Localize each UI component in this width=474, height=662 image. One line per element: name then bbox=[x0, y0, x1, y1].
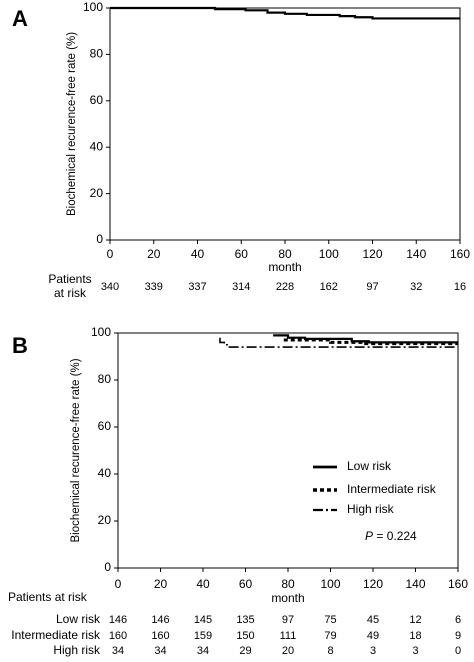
x-tick-label: 160 bbox=[450, 247, 470, 261]
y-tick-label: 80 bbox=[98, 372, 112, 386]
risk-count: 79 bbox=[324, 630, 336, 642]
risk-count: 228 bbox=[276, 281, 294, 293]
risk-table-label: Patients at risk bbox=[8, 590, 88, 604]
x-tick-label: 40 bbox=[196, 577, 210, 591]
x-tick-label: 0 bbox=[107, 247, 114, 261]
panel-label: A bbox=[12, 6, 28, 31]
risk-count: 16 bbox=[454, 281, 466, 293]
x-tick-label: 40 bbox=[191, 247, 205, 261]
x-tick-label: 120 bbox=[362, 247, 382, 261]
x-tick-label: 60 bbox=[235, 247, 249, 261]
risk-count: 3 bbox=[412, 645, 418, 657]
risk-count: 150 bbox=[236, 630, 254, 642]
x-tick-label: 100 bbox=[320, 577, 340, 591]
risk-count: 34 bbox=[197, 645, 209, 657]
risk-count: 162 bbox=[320, 281, 338, 293]
panel-label: B bbox=[12, 333, 28, 358]
y-axis-label: Biochemical recurence-free rate (%) bbox=[70, 358, 82, 542]
y-tick-label: 60 bbox=[98, 419, 112, 433]
survival-curve bbox=[283, 338, 458, 346]
y-axis-label: Biochemical recurence-free rate (%) bbox=[66, 32, 78, 216]
risk-count: 6 bbox=[455, 614, 461, 626]
y-tick-label: 60 bbox=[90, 93, 104, 107]
risk-count: 49 bbox=[367, 630, 379, 642]
y-tick-label: 0 bbox=[104, 560, 111, 574]
risk-count: 29 bbox=[239, 645, 251, 657]
plot-frame bbox=[109, 7, 461, 241]
risk-table-label: Patients bbox=[48, 272, 91, 286]
risk-count: 146 bbox=[109, 614, 127, 626]
risk-table-label: at risk bbox=[54, 286, 87, 300]
x-tick-label: 120 bbox=[363, 577, 383, 591]
risk-count: 145 bbox=[194, 614, 212, 626]
risk-count: 9 bbox=[455, 630, 461, 642]
y-tick-label: 40 bbox=[90, 139, 104, 153]
risk-count: 340 bbox=[101, 281, 119, 293]
risk-count: 45 bbox=[367, 614, 379, 626]
risk-count: 34 bbox=[154, 645, 166, 657]
risk-count: 146 bbox=[151, 614, 169, 626]
risk-count: 75 bbox=[324, 614, 336, 626]
risk-count: 8 bbox=[327, 645, 333, 657]
risk-count: 160 bbox=[109, 630, 127, 642]
risk-count: 339 bbox=[145, 281, 163, 293]
y-tick-label: 20 bbox=[90, 186, 104, 200]
risk-count: 314 bbox=[232, 281, 250, 293]
y-tick-label: 100 bbox=[83, 0, 103, 14]
risk-count: 97 bbox=[282, 614, 294, 626]
x-tick-label: 80 bbox=[281, 577, 295, 591]
p-value-text: = 0.224 bbox=[373, 529, 417, 543]
risk-row-label: Low risk bbox=[56, 612, 101, 626]
y-tick-label: 100 bbox=[91, 325, 111, 339]
y-tick-label: 20 bbox=[98, 513, 112, 527]
risk-count: 12 bbox=[409, 614, 421, 626]
legend-label: Low risk bbox=[347, 459, 392, 473]
x-tick-label: 60 bbox=[239, 577, 253, 591]
y-tick-label: 40 bbox=[98, 466, 112, 480]
p-symbol: P bbox=[365, 529, 373, 543]
y-tick-label: 0 bbox=[96, 232, 103, 246]
y-tick-label: 80 bbox=[90, 47, 104, 61]
legend-label: Intermediate risk bbox=[347, 482, 437, 496]
x-tick-label: 20 bbox=[147, 247, 161, 261]
risk-count: 0 bbox=[455, 645, 461, 657]
survival-curve bbox=[219, 337, 458, 348]
p-value: P = 0.224 bbox=[365, 529, 417, 543]
legend-label: High risk bbox=[347, 502, 395, 516]
x-tick-label: 100 bbox=[319, 247, 339, 261]
risk-count: 18 bbox=[409, 630, 421, 642]
x-tick-label: 0 bbox=[115, 577, 122, 591]
risk-count: 160 bbox=[151, 630, 169, 642]
x-tick-label: 160 bbox=[448, 577, 468, 591]
risk-count: 20 bbox=[282, 645, 294, 657]
risk-count: 159 bbox=[194, 630, 212, 642]
survival-curve bbox=[110, 6, 460, 20]
x-axis-label: month bbox=[271, 591, 304, 605]
risk-count: 34 bbox=[112, 645, 124, 657]
risk-count: 3 bbox=[370, 645, 376, 657]
x-tick-label: 140 bbox=[405, 577, 425, 591]
risk-count: 337 bbox=[188, 281, 206, 293]
x-axis-label: month bbox=[268, 260, 301, 274]
risk-count: 32 bbox=[410, 281, 422, 293]
risk-count: 135 bbox=[236, 614, 254, 626]
risk-row-label: Intermediate risk bbox=[11, 628, 101, 642]
risk-count: 97 bbox=[366, 281, 378, 293]
risk-row-label: High risk bbox=[53, 643, 101, 657]
x-tick-label: 80 bbox=[278, 247, 292, 261]
x-tick-label: 140 bbox=[406, 247, 426, 261]
x-tick-label: 20 bbox=[154, 577, 168, 591]
risk-count: 111 bbox=[280, 630, 297, 642]
